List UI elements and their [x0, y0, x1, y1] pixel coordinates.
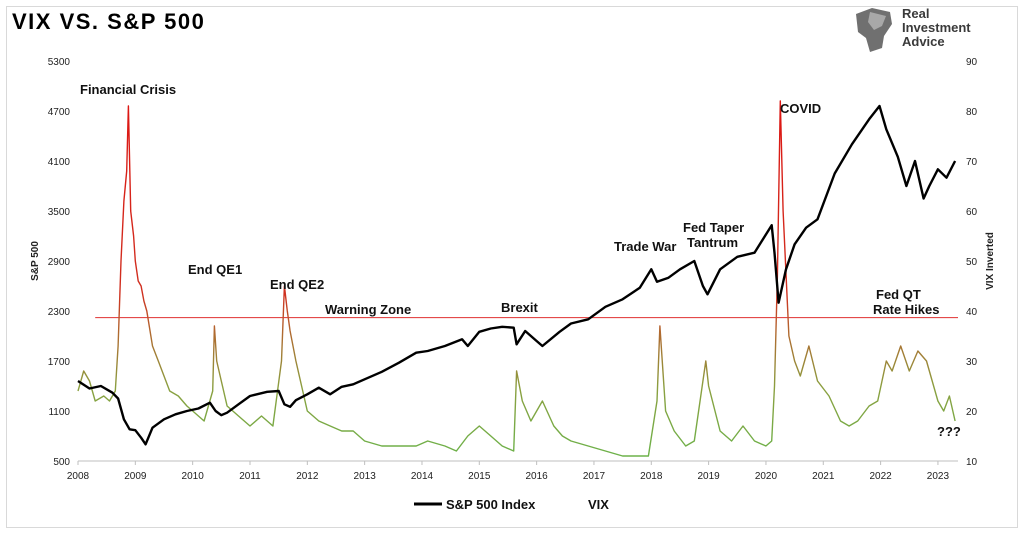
right-tick-label: 70: [966, 157, 978, 168]
x-tick-label: 2015: [468, 471, 491, 482]
x-tick-label: 2010: [182, 471, 205, 482]
left-tick-label: 2300: [48, 307, 71, 318]
left-axis: 500 1100 1700 2300 2900 3500 4100 4700 5300: [48, 57, 71, 468]
right-tick-label: 30: [966, 357, 978, 368]
x-tick-label: 2013: [354, 471, 377, 482]
right-axis-label: VIX Inverted: [985, 232, 996, 290]
real-investment-advice-logo: [856, 8, 892, 52]
x-axis: 2008 2009 2010 2011 2012 2013 2014 2015 2016 2017…: [67, 460, 958, 482]
left-axis-label: S&P 500: [30, 241, 41, 281]
x-tick-label: 2022: [869, 471, 892, 482]
x-tick-label: 2014: [411, 471, 434, 482]
series-layer: [77, 100, 957, 457]
x-tick-label: 2020: [755, 471, 778, 482]
logo-text-line-3: Advice: [902, 34, 945, 49]
annotation-question-marks: ???: [937, 424, 961, 439]
right-tick-label: 50: [966, 257, 978, 268]
x-tick-label: 2017: [583, 471, 606, 482]
left-tick-label: 2900: [48, 257, 71, 268]
annotation-brexit: Brexit: [501, 300, 539, 315]
x-tick-label: 2016: [526, 471, 549, 482]
legend-sp500-label: S&P 500 Index: [446, 497, 536, 512]
x-tick-label: 2012: [296, 471, 319, 482]
right-tick-label: 60: [966, 207, 978, 218]
annotation-trade-war: Trade War: [614, 239, 676, 254]
x-tick-label: 2011: [239, 471, 261, 482]
x-tick-label: 2023: [927, 471, 950, 482]
logo-text: Real Investment Advice: [902, 7, 971, 49]
annotation-financial-crisis: Financial Crisis: [80, 82, 176, 97]
left-tick-label: 1100: [48, 407, 70, 418]
x-tick-label: 2021: [812, 471, 835, 482]
right-tick-label: 90: [966, 57, 978, 68]
annotation-covid: COVID: [780, 101, 821, 116]
legend: S&P 500 Index VIX: [414, 497, 609, 512]
left-tick-label: 4100: [48, 157, 71, 168]
annotation-warning-zone: Warning Zone: [325, 302, 411, 317]
x-tick-label: 2019: [697, 471, 720, 482]
left-tick-label: 500: [53, 457, 70, 468]
left-tick-label: 3500: [48, 207, 71, 218]
sp500-series-line: [77, 104, 957, 446]
right-tick-label: 20: [966, 407, 978, 418]
logo-emblem-highlight: [868, 12, 886, 30]
left-tick-label: 5300: [48, 57, 71, 68]
annotation-fed-taper: Fed Taper: [683, 220, 744, 235]
right-tick-label: 40: [966, 307, 978, 318]
x-tick-label: 2009: [124, 471, 147, 482]
right-tick-label: 80: [966, 107, 978, 118]
left-tick-label: 4700: [48, 107, 71, 118]
left-tick-label: 1700: [48, 357, 71, 368]
right-tick-label: 10: [966, 457, 978, 468]
annotation-fed-qt: Fed QT: [876, 287, 921, 302]
annotation-end-qe2: End QE2: [270, 277, 324, 292]
vix-series-line: [77, 100, 956, 457]
legend-vix-label: VIX: [588, 497, 609, 512]
page-title: VIX VS. S&P 500: [12, 9, 206, 34]
annotation-tantrum: Tantrum: [687, 235, 738, 250]
annotation-rate-hikes: Rate Hikes: [873, 302, 939, 317]
right-axis: 10 20 30 40 50 60 70 80 90: [966, 57, 978, 468]
x-tick-label: 2008: [67, 471, 90, 482]
x-tick-label: 2018: [640, 471, 663, 482]
chart-frame: [6, 6, 1018, 528]
logo-text-line-2: Investment: [902, 20, 971, 35]
logo-text-line-1: Real: [902, 6, 930, 21]
annotation-end-qe1: End QE1: [188, 262, 242, 277]
